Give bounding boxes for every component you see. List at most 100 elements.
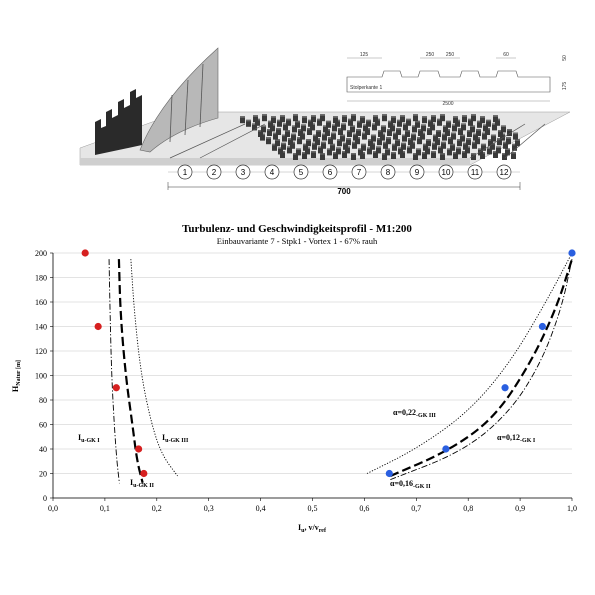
roughness-block [317,118,322,126]
roughness-block [452,124,457,132]
roughness-block [338,128,343,135]
roughness-block [306,139,311,147]
station-number: 1 [183,168,188,177]
x-tick-label: 0,0 [48,504,58,513]
roughness-block [351,114,356,122]
roughness-block [441,141,446,149]
station-number: 8 [386,168,391,177]
roughness-block [343,142,348,150]
roughness-block [336,147,341,155]
roughness-block [401,142,406,150]
roughness-block [423,143,428,151]
roughness-block [437,118,442,126]
roughness-block [351,153,356,160]
reference-curve-iu-gk1 [108,259,120,484]
roughness-block [422,152,427,159]
roughness-block [337,139,342,147]
roughness-block [381,125,386,133]
roughness-block [411,133,416,141]
roughness-block [417,137,422,145]
roughness-block [498,130,503,137]
roughness-block [480,116,485,124]
roughness-block [350,125,355,133]
roughness-block [490,142,495,150]
iu-data-point [112,384,120,392]
roughness-block [312,142,317,150]
roughness-block [403,123,408,131]
roughness-block [376,146,381,154]
roughness-block [431,151,436,158]
roughness-block [487,147,492,155]
roughness-block [368,139,373,147]
roughness-block [471,153,476,160]
x-tick-label: 0,1 [100,504,110,513]
roughness-block [473,133,478,141]
roughness-block [345,146,350,154]
x-tick-label: 0,6 [359,504,369,513]
roughness-block [273,132,278,140]
roughness-block [373,115,378,123]
station-marker [264,164,280,180]
roughness-block [431,115,436,123]
roughness-block [503,141,508,149]
curve-label-alpha-022: α=0,22-GK III [393,408,437,419]
station-number: 5 [299,168,304,177]
roughness-block [308,119,313,127]
reference-curve-v-022 [366,252,573,474]
curve-label-alpha-012: α=0,12-GK I [497,433,536,444]
chart-title: Turbulenz- und Geschwindigkeitsprofil - … [182,223,412,235]
roughness-block [406,118,411,126]
roughness-block [260,133,265,141]
roughness-block [286,118,291,126]
roughness-block [366,119,371,127]
roughness-block [446,120,451,128]
roughness-block [410,141,415,149]
roughness-block [333,152,338,159]
roughness-block [313,134,318,142]
velocity-data-point [568,249,576,257]
roughness-block [348,118,353,126]
roughness-block [392,143,397,151]
profile-dim: 250 [426,52,435,58]
roughness-block [291,133,296,141]
roughness-block [355,137,360,145]
roughness-block [268,120,273,128]
roughness-block [280,151,285,158]
roughness-block [287,146,292,154]
roughness-block [467,130,472,137]
roughness-block [495,118,500,126]
roughness-block [493,115,498,123]
x-tick-label: 0,2 [152,504,162,513]
y-tick-label: 80 [39,396,47,405]
y-tick-label: 160 [35,298,47,307]
roughness-block [298,129,303,136]
roughness-block [276,128,281,135]
roughness-block [453,116,458,124]
station-number: 6 [328,168,333,177]
station-marker [438,164,454,180]
roughness-block [356,129,361,136]
roughness-block [398,147,403,155]
roughness-block [425,147,430,155]
plot-area: 0 20 40 60 80 100 120 140 160 180 200 0,0 0,1 0,2 0,3 0… [35,249,577,513]
roughness-block [397,119,402,127]
station-number: 10 [442,168,451,177]
roughness-block [240,116,245,124]
roughness-block [326,120,331,128]
roughness-block [311,151,316,158]
y-tick-label: 60 [39,421,47,430]
profile-dim: 2500 [442,101,453,107]
roughness-block [258,130,263,137]
roughness-block [303,143,308,151]
roughness-block [502,153,507,160]
x-tick-label: 1,0 [567,504,577,513]
roughness-block [387,129,392,136]
wind-tunnel-diagram: 1 2 3 4 5 6 7 8 9 10 11 12 700 125 250 250 60 2500 … [79,47,571,196]
roughness-block [357,120,362,128]
roughness-block [400,151,405,158]
x-tick-label: 0,7 [411,504,421,513]
velocity-data-point [538,322,547,331]
roughness-block [483,124,488,132]
roughness-block [497,138,502,146]
